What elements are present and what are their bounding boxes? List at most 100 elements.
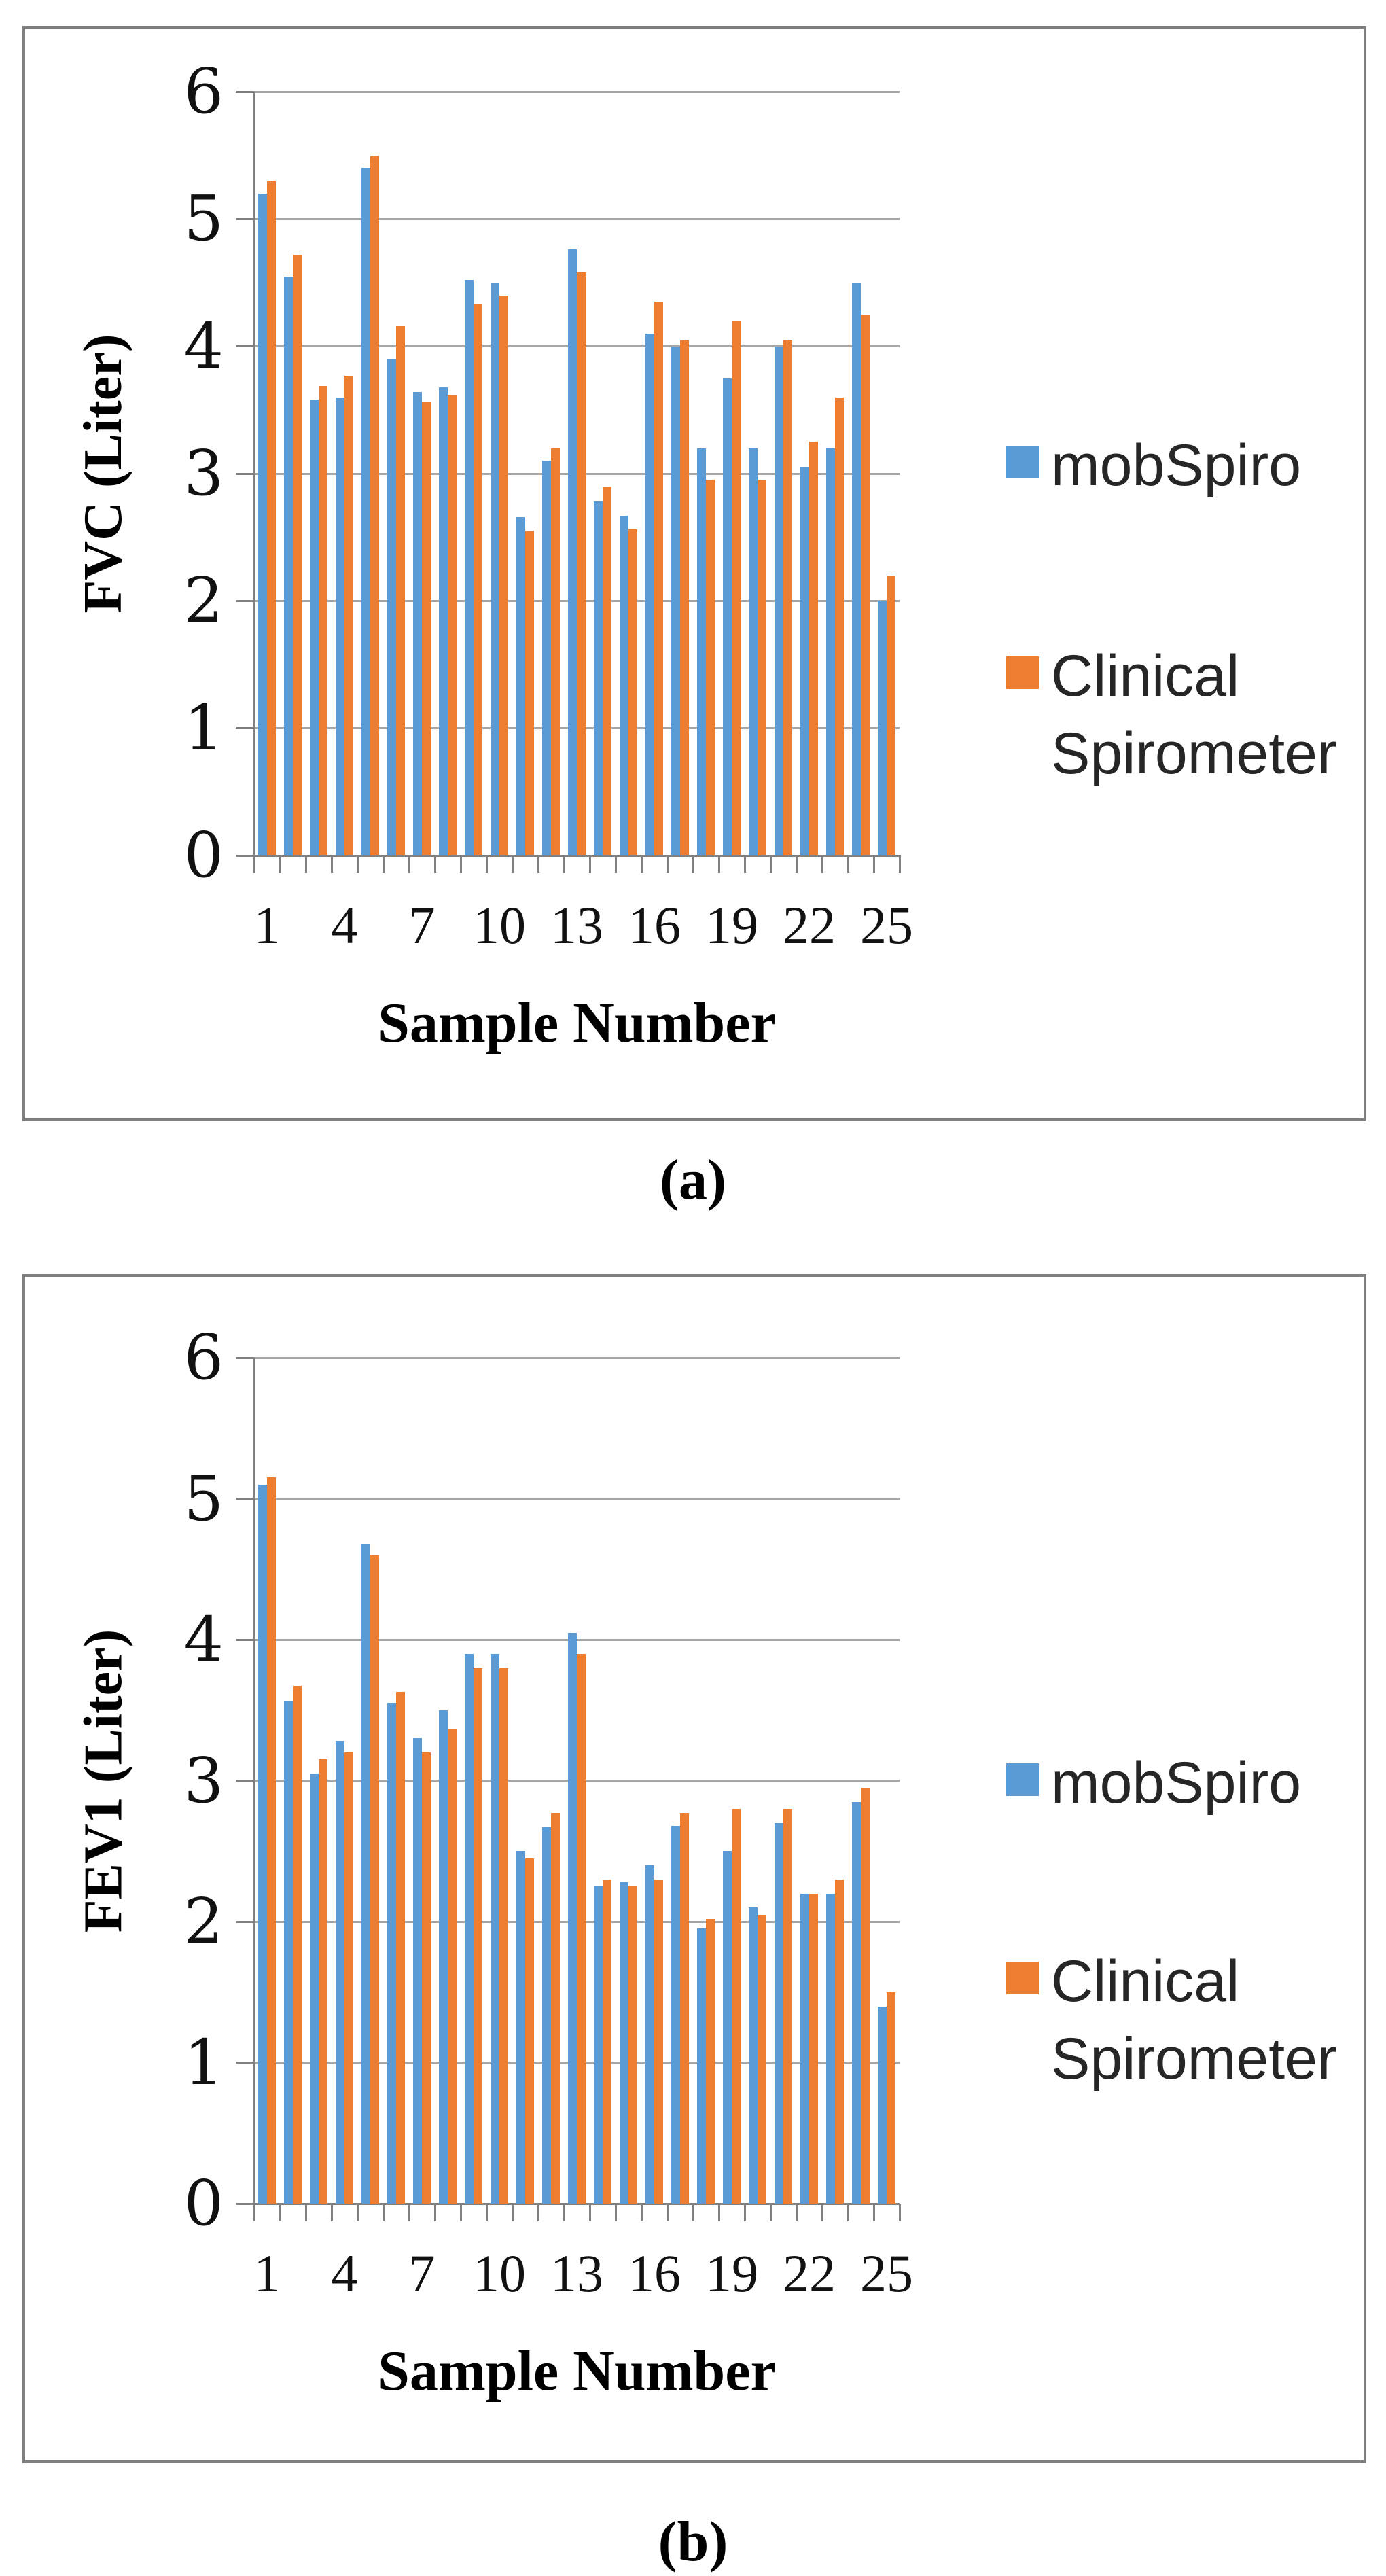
y-tick-label: 6 [183,1321,224,1394]
bar-clinical-sample-9 [474,304,483,855]
bar-mobspiro-sample-7 [413,1738,423,2204]
bar-mobspiro-sample-24 [852,283,861,855]
bar-mobspiro-sample-3 [310,1774,319,2204]
bar-clinical-sample-23 [835,1879,845,2204]
x-axis-tick [614,855,617,873]
bar-mobspiro-sample-20 [749,1907,758,2204]
legend-swatch-mobspiro [1006,1763,1039,1796]
bar-clinical-sample-2 [293,254,302,855]
bar-mobspiro-sample-17 [671,1825,681,2204]
y-axis-line [253,92,255,873]
legend-swatch-clinical [1006,1962,1039,1994]
x-axis-tick [847,855,849,873]
plot-area [236,90,901,873]
y-axis-title: FEV1 (Liter) [73,1629,133,1933]
y-tick-label: 2 [183,564,224,637]
bar-mobspiro-sample-1 [258,1484,268,2204]
bar-clinical-sample-20 [758,1914,767,2204]
x-axis-tick [640,855,643,873]
y-axis-tick [236,1920,254,1923]
x-axis-tick [588,855,591,873]
x-axis-tick [563,2204,565,2221]
y-tick-label: 4 [183,309,224,383]
bar-clinical-sample-1 [267,1477,277,2204]
bar-mobspiro-sample-22 [800,467,810,855]
bar-mobspiro-sample-25 [878,601,887,855]
y-axis-tick [236,2202,254,2205]
bar-clinical-sample-7 [422,1752,431,2204]
x-axis-tick [872,2204,875,2221]
x-axis-tick [743,2204,746,2221]
x-axis-tick [433,2204,436,2221]
bar-mobspiro-sample-16 [645,333,655,855]
x-axis-tick [666,855,669,873]
bar-mobspiro-sample-14 [594,1886,603,2204]
bar-mobspiro-sample-21 [775,1822,784,2204]
x-axis-tick [511,2204,514,2221]
bar-mobspiro-sample-2 [284,1701,294,2204]
bar-mobspiro-sample-15 [620,515,629,855]
x-tick-label: 22 [783,2244,836,2303]
x-axis-title: Sample Number [378,991,776,1055]
bar-clinical-sample-9 [474,1668,483,2204]
x-tick-label: 13 [550,896,603,955]
legend-label-clinical: Clinical Spirometer [1051,1943,1337,2098]
bar-clinical-sample-1 [267,181,277,855]
bar-mobspiro-sample-8 [439,1710,448,2204]
x-axis-tick [898,2204,901,2221]
bar-mobspiro-sample-18 [697,448,707,855]
bar-clinical-sample-5 [370,155,380,855]
legend-label-mobspiro: mobSpiro [1051,1744,1301,1822]
bar-clinical-sample-17 [680,1813,690,2204]
bar-mobspiro-sample-19 [723,1851,732,2204]
y-tick-label: 6 [183,55,224,128]
bar-clinical-sample-18 [706,1918,715,2204]
x-axis-tick [279,855,281,873]
y-tick-label: 3 [183,1744,224,1817]
x-axis-tick [279,2204,281,2221]
bar-mobspiro-sample-21 [775,346,784,855]
bar-clinical-sample-18 [706,480,715,855]
x-axis-tick [408,855,410,873]
x-axis-tick [356,2204,359,2221]
x-axis-tick [769,855,772,873]
bar-mobspiro-sample-25 [878,2006,887,2204]
y-axis-tick [236,2062,254,2064]
bar-mobspiro-sample-10 [491,283,500,855]
legend-text: Clinical [1051,643,1240,709]
bar-clinical-sample-13 [577,272,586,855]
x-axis-tick [382,2204,385,2221]
y-axis-tick [236,1638,254,1641]
legend-text: Clinical [1051,1949,1240,2014]
x-axis-title: Sample Number [378,2340,776,2403]
y-axis-tick [236,854,254,857]
bar-mobspiro-sample-1 [258,193,268,855]
x-axis-tick [330,2204,333,2221]
bar-clinical-sample-2 [293,1686,302,2204]
x-axis-tick [847,2204,849,2221]
bar-clinical-sample-8 [448,1728,457,2204]
bar-mobspiro-sample-9 [465,1653,474,2204]
legend-text: Spirometer [1051,2026,1337,2092]
bar-mobspiro-sample-15 [620,1882,629,2204]
bar-mobspiro-sample-5 [361,1543,371,2204]
bar-clinical-sample-24 [861,1787,870,2204]
bar-mobspiro-sample-9 [465,280,474,855]
bar-clinical-sample-25 [887,1992,896,2204]
gridline-y6 [254,1356,900,1359]
legend-swatch-mobspiro [1006,446,1039,478]
x-tick-label: 4 [331,2244,358,2303]
bar-clinical-sample-24 [861,314,870,855]
bar-clinical-sample-14 [603,486,612,855]
bar-mobspiro-sample-12 [542,1827,552,2204]
bar-clinical-sample-22 [809,1893,819,2204]
x-axis-tick [795,2204,798,2221]
x-axis-tick [537,855,539,873]
x-axis-tick [304,2204,307,2221]
panel-b-fev1-chart: FEV1 (Liter) Sample Number mobSpiro Clin… [22,1274,1366,2463]
bar-mobspiro-sample-22 [800,1893,810,2204]
y-tick-label: 3 [183,437,224,510]
legend-text: mobSpiro [1051,433,1302,498]
x-axis-tick [769,2204,772,2221]
